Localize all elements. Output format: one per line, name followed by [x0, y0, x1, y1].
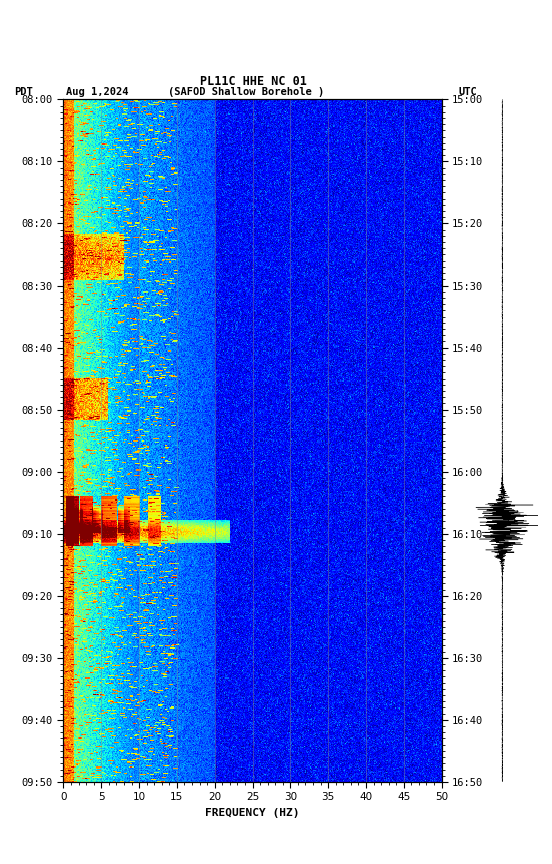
X-axis label: FREQUENCY (HZ): FREQUENCY (HZ) — [205, 808, 300, 818]
Text: PL11C HHE NC 01: PL11C HHE NC 01 — [200, 75, 307, 88]
Text: (SAFOD Shallow Borehole ): (SAFOD Shallow Borehole ) — [168, 86, 325, 97]
Text: Aug 1,2024: Aug 1,2024 — [66, 86, 129, 97]
Text: PDT: PDT — [14, 86, 33, 97]
Text: UTC: UTC — [458, 86, 477, 97]
